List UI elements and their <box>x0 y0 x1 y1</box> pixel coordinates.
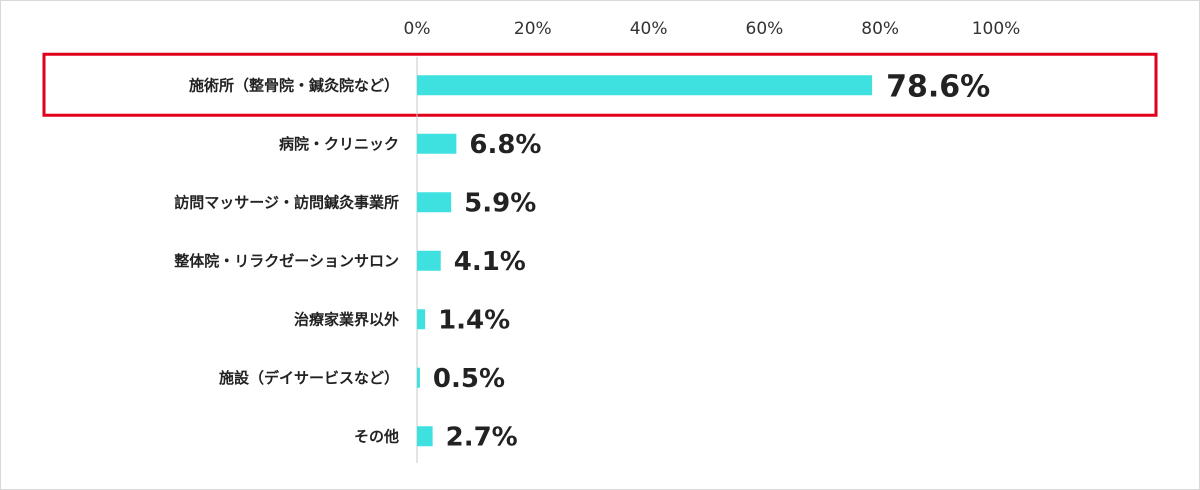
x-tick-label: 0% <box>404 19 431 39</box>
bar <box>417 426 433 447</box>
category-label: 訪問マッサージ・訪問鍼灸事業所 <box>174 193 399 211</box>
data-label: 6.8% <box>469 130 541 160</box>
category-label: 整体院・リラクゼーションサロン <box>174 252 399 270</box>
x-tick-label: 80% <box>861 19 899 39</box>
x-tick-label: 40% <box>630 19 668 39</box>
highlight-box <box>42 52 1158 117</box>
data-label: 4.1% <box>454 247 526 277</box>
x-tick-label: 60% <box>746 19 784 39</box>
category-label: 施設（デイサービスなど） <box>219 369 399 387</box>
x-tick-label: 100% <box>972 19 1021 39</box>
bar <box>417 133 457 154</box>
data-label: 2.7% <box>446 422 518 452</box>
category-label: 施術所（整骨院・鍼灸院など） <box>189 76 399 94</box>
bar <box>417 367 420 388</box>
data-label: 1.4% <box>438 305 510 335</box>
bar <box>417 192 452 213</box>
bar <box>417 75 873 96</box>
category-label: 治療家業界以外 <box>294 310 399 328</box>
data-label: 78.6% <box>886 69 990 104</box>
x-tick-label: 20% <box>514 19 552 39</box>
data-label: 5.9% <box>464 188 536 218</box>
bar <box>417 309 426 330</box>
bar <box>417 250 441 271</box>
category-label: その他 <box>354 427 399 445</box>
data-label: 0.5% <box>433 364 505 394</box>
category-label: 病院・クリニック <box>279 135 399 153</box>
